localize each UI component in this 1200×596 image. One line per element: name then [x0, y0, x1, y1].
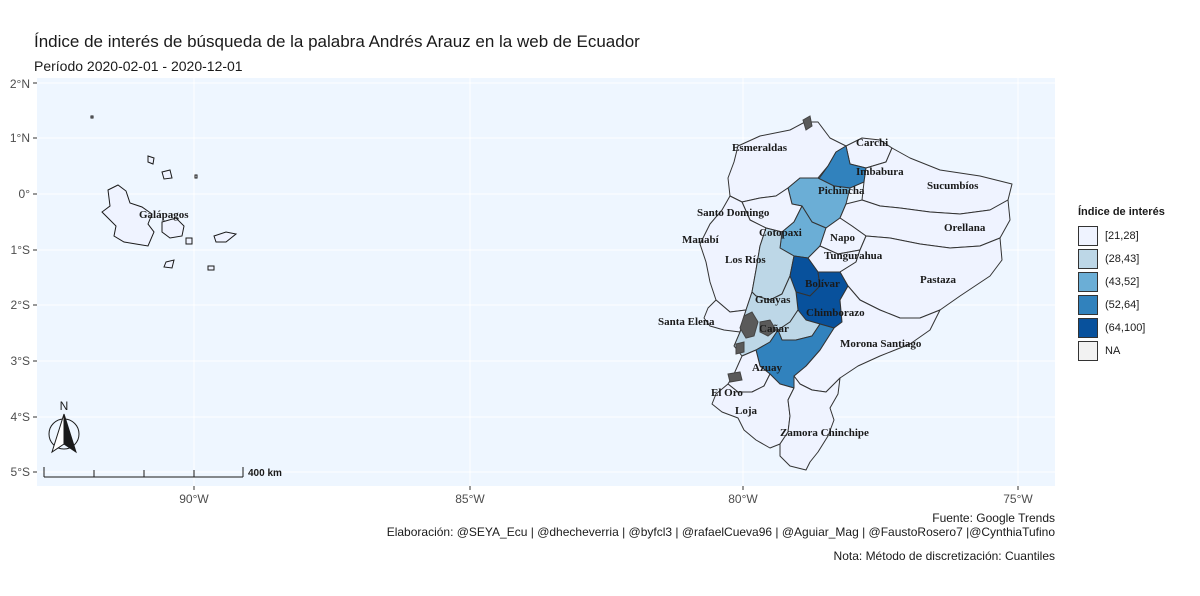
legend-label: (43,52]	[1105, 275, 1140, 288]
y-tick-label: 3°S	[10, 354, 30, 368]
province-label: Pichincha	[818, 185, 865, 197]
y-tick-label: 0°	[18, 187, 30, 201]
province-label: Los Ríos	[725, 254, 766, 266]
x-tick-label: 90°W	[179, 492, 209, 506]
galapagos-islet	[213, 231, 238, 243]
scale-bar: 400 km	[43, 467, 282, 479]
x-tick-label: 75°W	[1003, 492, 1033, 506]
province-label: Sucumbíos	[927, 180, 979, 192]
legend-label: NA	[1105, 344, 1121, 357]
legend-item: (28,43]	[1078, 247, 1165, 270]
legend-label: (52,64]	[1105, 298, 1140, 311]
province-zamora-chinchipe	[779, 375, 841, 471]
galapagos-islet	[194, 174, 198, 179]
caption-credits: Elaboración: @SEYA_Ecu | @dhecheverria |…	[386, 525, 1055, 539]
axis-ticks	[33, 82, 1019, 490]
galapagos-islet	[147, 155, 155, 165]
province-label: El Oro	[711, 387, 743, 399]
province-label: Orellana	[944, 222, 986, 234]
legend-item: [21,28]	[1078, 224, 1165, 247]
province-label: Carchi	[856, 137, 888, 149]
province-label: Imbabura	[856, 166, 904, 178]
legend-label: (64,100]	[1105, 321, 1146, 334]
y-tick-label: 4°S	[10, 410, 30, 424]
province-labels: Galápagos Esmeraldas Carchi Imbabura Pic…	[139, 137, 986, 439]
galapagos-islet	[161, 169, 173, 180]
province-galapagos	[101, 184, 155, 247]
na-zone	[802, 115, 813, 131]
province-label: Zamora Chinchipe	[780, 427, 869, 439]
province-label: Loja	[735, 405, 758, 417]
province-label: Manabí	[682, 234, 720, 246]
legend: Índice de interés [21,28] (28,43] (43,52…	[1078, 206, 1165, 362]
legend-item: NA	[1078, 339, 1165, 362]
legend-label: [21,28]	[1105, 229, 1139, 242]
province-label: Cañar	[759, 323, 789, 335]
province-label: Santo Domingo	[697, 207, 770, 219]
legend-item: (64,100]	[1078, 316, 1165, 339]
province-label: Azuay	[752, 362, 782, 374]
province-label: Esmeraldas	[732, 142, 788, 154]
y-tick-label: 2°N	[9, 77, 30, 91]
province-label: Napo	[830, 232, 856, 244]
legend-swatch	[1078, 225, 1098, 246]
legend-swatch	[1078, 248, 1098, 269]
y-tick-label: 1°S	[10, 243, 30, 257]
galapagos-islet	[163, 259, 175, 269]
caption-note: Nota: Método de discretización: Cuantile…	[833, 549, 1055, 563]
x-tick-label: 85°W	[455, 492, 485, 506]
province-label: Pastaza	[920, 274, 957, 286]
galapagos-islet	[161, 217, 185, 239]
map-title: Índice de interés de búsqueda de la pala…	[34, 32, 640, 51]
province-label: Cotopaxi	[759, 227, 802, 239]
galapagos-islands	[90, 115, 238, 271]
na-zone	[727, 371, 743, 383]
y-tick-label: 1°N	[9, 131, 30, 145]
province-label: Santa Elena	[658, 316, 715, 328]
y-tick-label: 5°S	[10, 465, 30, 479]
galapagos-islet	[185, 237, 193, 245]
province-santa-elena	[703, 299, 747, 333]
north-arrow-label: N	[60, 399, 69, 413]
province-label: Chimborazo	[806, 307, 865, 319]
na-zone	[739, 311, 759, 339]
scale-bar-label: 400 km	[248, 468, 282, 479]
y-tick-label: 2°S	[10, 298, 30, 312]
legend-swatch	[1078, 317, 1098, 338]
caption-source: Fuente: Google Trends	[932, 511, 1055, 525]
legend-swatch	[1078, 294, 1098, 315]
na-zone	[735, 341, 745, 355]
province-label: Guayas	[755, 294, 791, 306]
na-zone	[759, 319, 777, 337]
legend-item: (52,64]	[1078, 293, 1165, 316]
province-label: Morona Santiago	[840, 338, 922, 350]
province-label: Bolívar	[805, 278, 840, 290]
mainland-provinces	[699, 121, 1013, 471]
legend-swatch	[1078, 271, 1098, 292]
province-label: Tungurahua	[824, 250, 883, 262]
legend-swatch	[1078, 340, 1098, 361]
na-zones	[727, 115, 813, 383]
legend-label: (28,43]	[1105, 252, 1140, 265]
galapagos-islet	[90, 115, 94, 119]
x-tick-label: 80°W	[728, 492, 758, 506]
galapagos-islet	[207, 265, 215, 271]
province-label: Galápagos	[139, 209, 189, 221]
map-subtitle: Período 2020-02-01 - 2020-12-01	[34, 58, 243, 74]
legend-item: (43,52]	[1078, 270, 1165, 293]
north-arrow: N	[48, 399, 80, 454]
legend-title: Índice de interés	[1078, 206, 1165, 218]
